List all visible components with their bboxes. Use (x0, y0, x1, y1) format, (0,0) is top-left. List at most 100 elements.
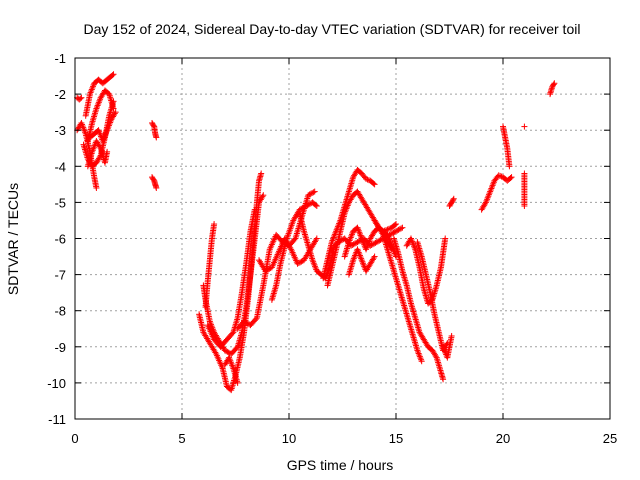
data-point (109, 72, 116, 79)
ticks (74, 57, 611, 420)
data-point (77, 95, 84, 102)
data-point (266, 265, 273, 272)
data-point (211, 221, 218, 228)
data-point (303, 203, 310, 210)
data-point (110, 105, 117, 112)
data-point (371, 181, 378, 188)
data-point (391, 229, 398, 236)
data-point (394, 227, 401, 234)
data-point (507, 175, 514, 182)
data-point (96, 143, 103, 150)
data-point (305, 201, 312, 208)
data-point (312, 202, 319, 209)
y-tick-label: -11 (48, 412, 66, 427)
data-point (263, 267, 270, 274)
data-point (259, 193, 266, 200)
data-point (306, 191, 313, 198)
data-point (260, 192, 267, 199)
data-point (390, 229, 397, 236)
data-point (313, 203, 320, 210)
x-tick-label: 5 (178, 431, 185, 446)
data-point (363, 175, 370, 182)
data-point (521, 203, 528, 210)
data-point (294, 260, 301, 267)
data-point (304, 202, 311, 209)
y-tick-label: -1 (54, 51, 66, 66)
data-point (224, 348, 231, 355)
data-point (252, 316, 259, 323)
data-point (313, 235, 320, 242)
y-tick-label: -8 (54, 304, 66, 319)
data-point (396, 226, 403, 233)
x-tick-label: 0 (71, 431, 78, 446)
y-tick-label: -7 (54, 268, 66, 283)
data-point (495, 172, 502, 179)
data-point (299, 205, 306, 212)
chart-title: Day 152 of 2024, Sidereal Day-to-day VTE… (84, 21, 581, 37)
data-point (310, 189, 317, 196)
data-point (369, 241, 376, 248)
data-point (111, 110, 118, 117)
data-point (364, 176, 371, 183)
data-point (442, 235, 449, 242)
data-point (521, 123, 528, 130)
data-point (223, 348, 230, 355)
data-point (311, 188, 318, 195)
data-point (384, 226, 391, 233)
data-point (336, 238, 343, 245)
data-point (351, 240, 358, 247)
data-point (450, 196, 457, 203)
y-axis-label: SDTVAR / TECUs (5, 183, 21, 295)
data-point (153, 184, 160, 191)
data-point (350, 241, 357, 248)
data-point (506, 163, 513, 170)
data-point (383, 227, 390, 234)
data-point (497, 172, 504, 179)
data-point (372, 239, 379, 246)
data-point (337, 237, 344, 244)
data-point (110, 71, 117, 78)
data-point (251, 206, 258, 213)
data-point (393, 228, 399, 235)
data-point (153, 134, 160, 141)
y-tick-label: -4 (54, 159, 66, 174)
data-point (262, 267, 269, 274)
data-point (150, 122, 157, 129)
data-point (450, 195, 457, 202)
data-point (241, 318, 248, 325)
x-tick-label: 10 (282, 431, 296, 446)
data-point (370, 180, 377, 187)
data-point (393, 221, 399, 228)
data-point (112, 109, 119, 116)
y-tick-label: -6 (54, 232, 66, 247)
x-tick-labels: 0 5 10 15 20 25 (71, 431, 617, 446)
data-point (104, 148, 111, 155)
data-point (354, 239, 361, 246)
x-tick-label: 25 (603, 431, 617, 446)
data-point (399, 224, 406, 231)
data-point (93, 184, 100, 191)
y-tick-label: -3 (54, 123, 66, 138)
data-point (234, 379, 241, 386)
data-point (243, 319, 250, 326)
data-point (242, 319, 249, 326)
data-point (418, 358, 425, 365)
data-point (221, 347, 228, 354)
data-point (448, 332, 455, 339)
data-point (258, 170, 265, 177)
y-tick-label: -10 (47, 376, 66, 391)
data-point (391, 221, 398, 228)
data-point (353, 239, 360, 246)
data-point (265, 266, 272, 273)
x-axis-label: GPS time / hours (287, 457, 394, 473)
data-point (371, 253, 378, 260)
data-point (381, 227, 388, 234)
y-tick-labels: -1 -2 -3 -4 -5 -6 -7 -8 -9 -10 -11 (47, 51, 66, 427)
data-point (395, 226, 402, 233)
x-tick-label: 20 (496, 431, 510, 446)
data-point (300, 204, 307, 211)
data-point (385, 225, 392, 232)
data-point (398, 225, 405, 232)
data-point (307, 190, 314, 197)
